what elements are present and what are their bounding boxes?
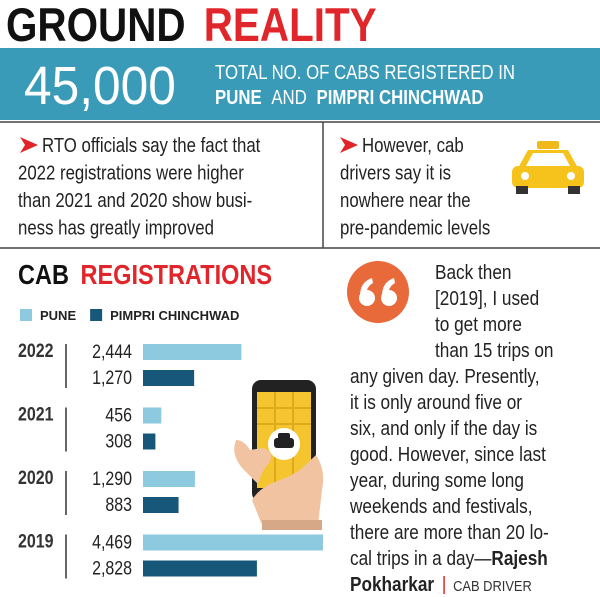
quote-author: Pokharkar: [350, 573, 434, 596]
phone-illustration: [234, 380, 324, 530]
title-part: GROUND: [6, 0, 186, 52]
category-label: 2021: [18, 403, 54, 425]
note-line: nowhere near the: [340, 189, 471, 212]
legend-label: PIMPRI CHINCHWAD: [110, 308, 239, 323]
quote-line: six, and only if the day is: [350, 417, 537, 440]
quote-author: Rajesh: [491, 547, 547, 570]
value-label: 308: [105, 430, 132, 452]
bar: [143, 433, 156, 450]
value-label: 4,469: [92, 531, 132, 553]
quote-icon: [347, 261, 409, 323]
quote-role: CAB DRIVER: [453, 577, 532, 594]
banner-number: 45,000: [24, 55, 176, 115]
value-label: 2,444: [92, 341, 132, 363]
note-line: RTO officials say the fact that: [42, 134, 260, 157]
quote-line: [2019], I used: [435, 287, 539, 310]
note-line: ness has greatly improved: [18, 216, 214, 239]
bar: [143, 407, 162, 424]
quote-line-part: cal trips in a day—: [350, 547, 492, 570]
note-line: However, cab: [362, 134, 464, 157]
banner-text: PUNE AND PIMPRI CHINCHWAD: [215, 86, 483, 109]
quote-line: to get more: [435, 313, 522, 336]
quote-line: Back then: [435, 261, 511, 284]
title-part: REALITY: [204, 0, 377, 52]
quote-line: it is only around five or: [350, 391, 522, 414]
bar: [143, 370, 195, 386]
banner: [0, 48, 600, 120]
legend-swatch: [20, 309, 32, 321]
note-line: pre-pandemic levels: [340, 216, 490, 239]
value-label: 2,828: [92, 557, 132, 579]
car-icon: [512, 141, 584, 194]
category-label: 2019: [18, 530, 54, 552]
quote-line: any given day. Presently,: [350, 365, 540, 388]
legend-swatch: [90, 309, 103, 321]
value-label: 883: [105, 494, 132, 516]
quote-line: weekends and festivals,: [349, 495, 532, 518]
note-line: than 2021 and 2020 show busi-: [18, 189, 252, 212]
chart-title-part: REGISTRATIONS: [81, 260, 273, 290]
quote-line: than 15 trips on: [435, 339, 554, 362]
banner-text-part: AND: [271, 86, 306, 109]
legend-label: PUNE: [40, 308, 76, 323]
chart-title-part: CAB: [18, 260, 69, 290]
note-line: 2022 registrations were higher: [18, 161, 244, 184]
value-label: 1,270: [92, 367, 132, 389]
quote-line: there are more than 20 lo-: [350, 521, 549, 544]
category-label: 2020: [18, 467, 54, 489]
chart-title: CAB REGISTRATIONS: [18, 260, 272, 290]
quote-line: year, during some long: [350, 469, 524, 492]
banner-text-part: PIMPRI CHINCHWAD: [317, 86, 484, 109]
bar: [143, 497, 179, 513]
banner-text: TOTAL NO. OF CABS REGISTERED IN: [215, 61, 515, 84]
bar: [143, 560, 257, 577]
category-label: 2022: [18, 340, 54, 362]
note-line: drivers say it is: [340, 161, 451, 184]
arrow-icon: [340, 137, 358, 153]
bar: [143, 534, 323, 551]
banner-text-part: PUNE: [215, 86, 262, 109]
value-label: 1,290: [92, 468, 132, 490]
header-title: GROUND REALITY: [6, 0, 377, 52]
quote-attribution: Pokharkar: [350, 573, 434, 596]
arrow-icon: [20, 137, 38, 153]
quote-line: cal trips in a day—Rajesh: [350, 547, 548, 570]
bar: [143, 344, 242, 360]
quote-line: good. However, since last: [350, 443, 547, 466]
value-label: 456: [105, 404, 132, 426]
bar: [143, 471, 195, 487]
